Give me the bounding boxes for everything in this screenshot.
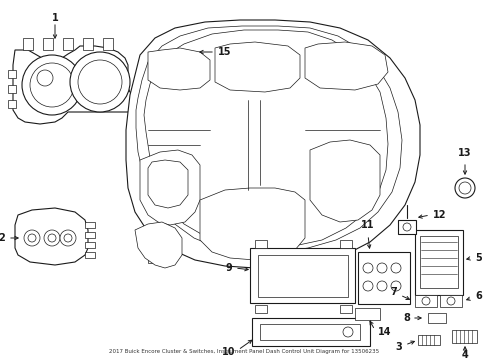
Text: 2: 2 xyxy=(0,233,5,243)
Bar xyxy=(357,252,409,304)
Bar xyxy=(148,235,165,243)
Circle shape xyxy=(70,52,130,112)
Bar xyxy=(354,308,379,320)
Bar xyxy=(414,295,436,307)
Circle shape xyxy=(28,234,36,242)
Circle shape xyxy=(60,230,76,246)
Polygon shape xyxy=(126,20,419,268)
Circle shape xyxy=(421,297,429,305)
Text: 3: 3 xyxy=(394,342,401,352)
Bar xyxy=(183,48,193,62)
Circle shape xyxy=(402,223,410,231)
Text: 12: 12 xyxy=(432,210,446,220)
Circle shape xyxy=(446,297,454,305)
Bar xyxy=(103,38,113,50)
Text: 13: 13 xyxy=(457,148,471,158)
Circle shape xyxy=(48,234,56,242)
Bar xyxy=(251,318,369,346)
Bar xyxy=(63,38,73,50)
Bar xyxy=(23,38,33,50)
Polygon shape xyxy=(200,188,305,260)
Text: 8: 8 xyxy=(402,313,409,323)
Circle shape xyxy=(342,327,352,337)
Circle shape xyxy=(362,263,372,273)
Bar xyxy=(260,324,359,340)
Bar xyxy=(249,248,354,303)
Bar xyxy=(8,70,16,78)
Circle shape xyxy=(376,281,386,291)
Bar xyxy=(8,85,16,93)
Circle shape xyxy=(362,281,372,291)
Polygon shape xyxy=(309,140,379,222)
Bar xyxy=(43,38,53,50)
Text: 5: 5 xyxy=(474,253,481,263)
Text: 1: 1 xyxy=(52,13,58,23)
Circle shape xyxy=(24,230,40,246)
Bar xyxy=(8,100,16,108)
Bar xyxy=(339,305,351,313)
Text: 4: 4 xyxy=(461,350,468,360)
Bar xyxy=(339,240,351,248)
Text: 2017 Buick Encore Cluster & Switches, Instrument Panel Dash Control Unit Diagram: 2017 Buick Encore Cluster & Switches, In… xyxy=(109,349,379,354)
Bar xyxy=(184,62,191,68)
Bar xyxy=(85,242,95,248)
Circle shape xyxy=(454,178,474,198)
Circle shape xyxy=(390,281,400,291)
Bar xyxy=(414,230,462,295)
Bar xyxy=(419,236,457,288)
Circle shape xyxy=(64,234,72,242)
Text: 7: 7 xyxy=(389,287,396,297)
Bar xyxy=(397,220,415,234)
Bar xyxy=(148,255,165,263)
Bar xyxy=(451,330,476,343)
Bar xyxy=(439,295,461,307)
Circle shape xyxy=(22,55,82,115)
Polygon shape xyxy=(148,160,187,208)
Bar xyxy=(258,255,347,297)
Circle shape xyxy=(37,70,53,86)
Text: 11: 11 xyxy=(361,220,374,230)
Polygon shape xyxy=(140,150,200,225)
Text: 9: 9 xyxy=(225,263,231,273)
Bar xyxy=(148,245,165,253)
Bar xyxy=(417,335,439,345)
Circle shape xyxy=(180,40,196,56)
Bar xyxy=(427,313,445,323)
Bar xyxy=(254,305,266,313)
Bar xyxy=(85,222,95,228)
Circle shape xyxy=(44,230,60,246)
Polygon shape xyxy=(15,208,88,265)
Polygon shape xyxy=(135,222,182,268)
Circle shape xyxy=(78,60,122,104)
Bar xyxy=(254,240,266,248)
Text: 6: 6 xyxy=(474,291,481,301)
Bar xyxy=(85,252,95,258)
Circle shape xyxy=(376,263,386,273)
Polygon shape xyxy=(148,48,209,90)
Polygon shape xyxy=(305,42,387,90)
Bar xyxy=(85,232,95,238)
Text: 14: 14 xyxy=(377,327,391,337)
Circle shape xyxy=(30,63,74,107)
Polygon shape xyxy=(13,46,135,124)
Polygon shape xyxy=(215,42,299,92)
Text: 15: 15 xyxy=(218,47,231,57)
Circle shape xyxy=(458,182,470,194)
Circle shape xyxy=(390,263,400,273)
Text: 10: 10 xyxy=(221,347,235,357)
Bar xyxy=(83,38,93,50)
